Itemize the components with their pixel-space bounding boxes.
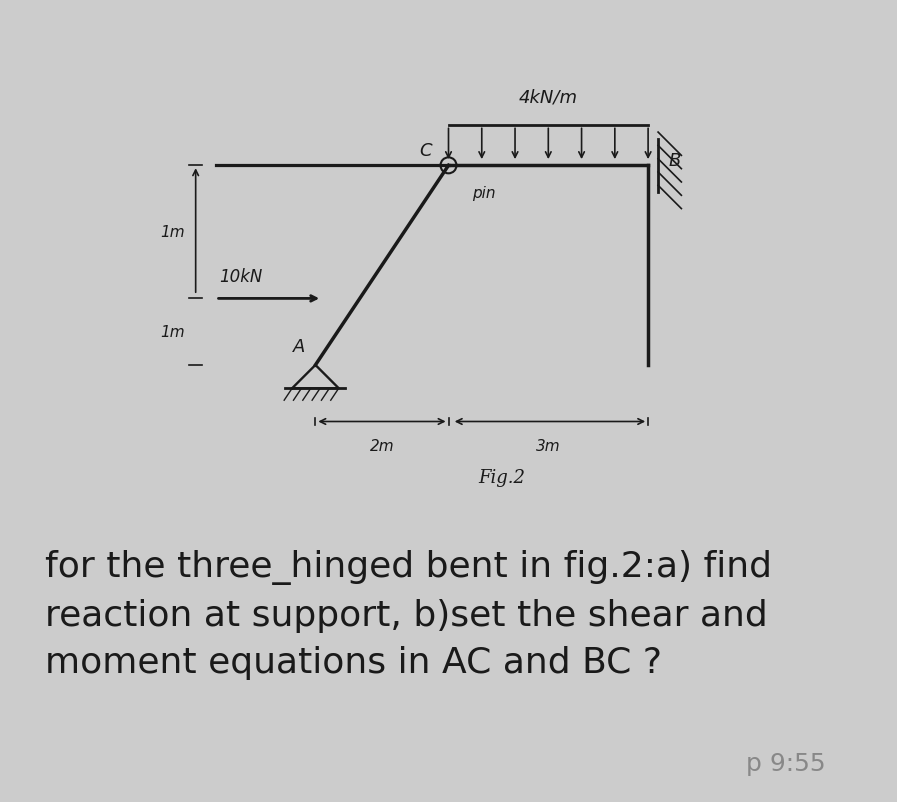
Text: for the three_hinged bent in fig.2:a) find
reaction at support, b)set the shear : for the three_hinged bent in fig.2:a) fi… <box>45 549 771 679</box>
Text: 10kN: 10kN <box>219 268 262 286</box>
Text: 1m: 1m <box>160 325 185 340</box>
Text: B: B <box>668 152 681 170</box>
Text: 1m: 1m <box>160 225 185 240</box>
Text: p 9:55: p 9:55 <box>745 751 825 775</box>
Text: Fig.2: Fig.2 <box>478 468 526 487</box>
Text: 4kN/m: 4kN/m <box>518 88 578 107</box>
Text: C: C <box>419 141 431 160</box>
Text: A: A <box>293 338 306 355</box>
Text: 2m: 2m <box>370 439 395 454</box>
Text: pin: pin <box>472 186 495 201</box>
Text: 3m: 3m <box>536 439 561 454</box>
